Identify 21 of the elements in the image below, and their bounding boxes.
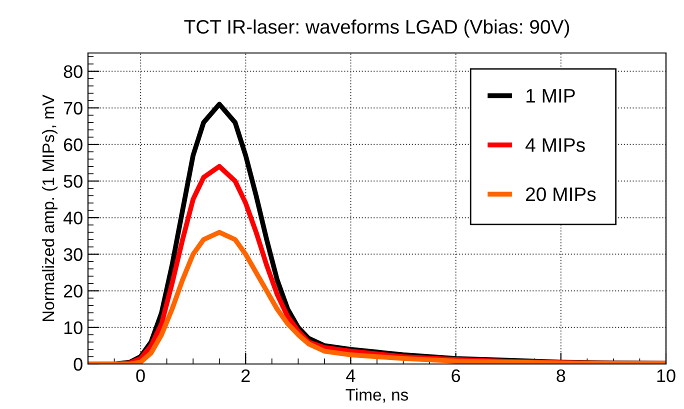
legend-label: 4 MIPs — [526, 138, 585, 152]
x-tick-label: 8 — [556, 369, 566, 382]
y-axis-title: Normalized amp. (1 MIPs), mV — [42, 94, 58, 322]
y-tick-label: 40 — [63, 212, 82, 224]
y-tick-label: 70 — [64, 102, 82, 115]
y-tick-label: 10 — [64, 321, 82, 334]
y-tick-label: 80 — [64, 65, 82, 78]
x-tick-label: 4 — [346, 370, 356, 382]
x-axis-title: Time, ns — [346, 388, 408, 403]
x-tick-label: 6 — [452, 369, 460, 382]
y-tick-label: 0 — [74, 358, 82, 371]
legend-label: 1 MIP — [526, 89, 575, 102]
y-tick-label: 20 — [64, 284, 82, 298]
y-tick-label: 60 — [64, 138, 82, 152]
legend-label: 20 MIPs — [526, 187, 596, 202]
x-tick-label: 2 — [242, 369, 250, 382]
chart-title: TCT IR-laser: waveforms LGAD (Vbias: 90V) — [184, 19, 570, 38]
x-tick-label: 0 — [136, 369, 145, 382]
y-tick-label: 50 — [64, 174, 82, 188]
x-tick-label: 10 — [657, 369, 676, 382]
y-tick-label: 30 — [64, 248, 82, 261]
